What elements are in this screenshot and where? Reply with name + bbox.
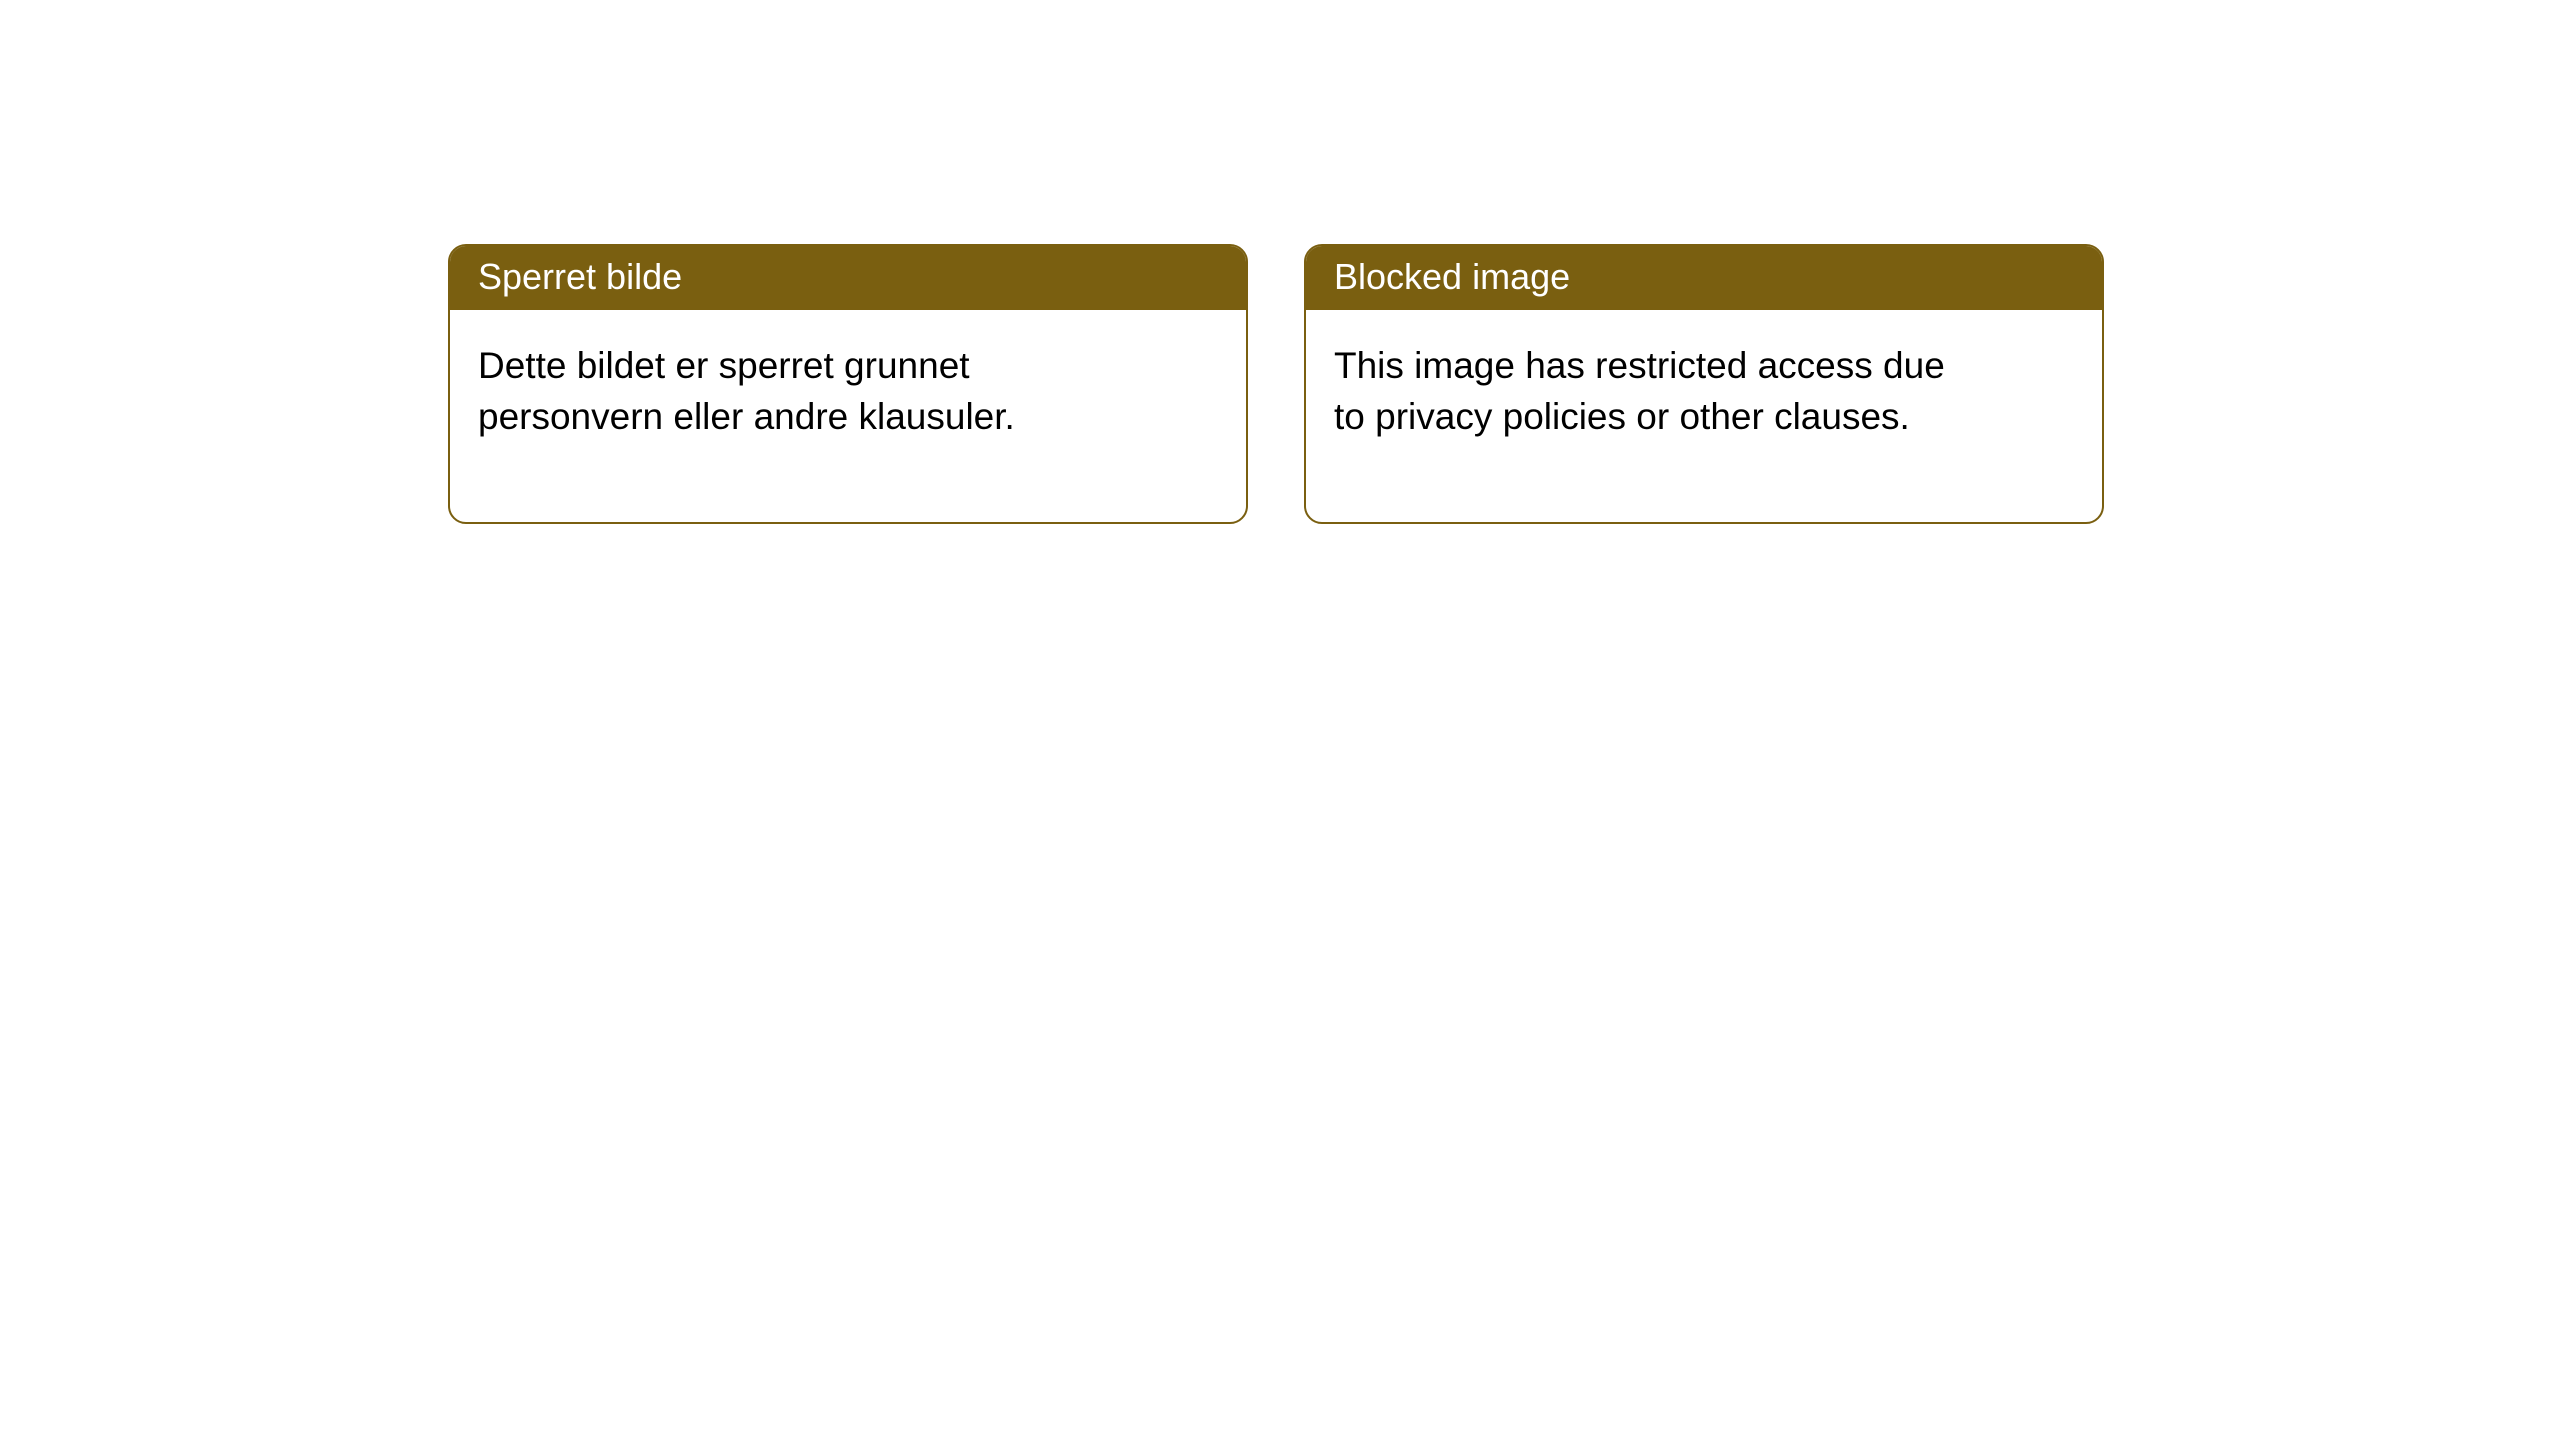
- notice-title: Sperret bilde: [478, 256, 682, 297]
- notice-card-norwegian: Sperret bilde Dette bildet er sperret gr…: [448, 244, 1248, 524]
- notice-card-english: Blocked image This image has restricted …: [1304, 244, 2104, 524]
- notice-message: Dette bildet er sperret grunnet personve…: [478, 340, 1118, 442]
- notice-container: Sperret bilde Dette bildet er sperret gr…: [0, 0, 2560, 524]
- notice-body: Dette bildet er sperret grunnet personve…: [450, 310, 1246, 522]
- notice-header: Blocked image: [1306, 246, 2102, 310]
- notice-header: Sperret bilde: [450, 246, 1246, 310]
- notice-body: This image has restricted access due to …: [1306, 310, 2102, 522]
- notice-message: This image has restricted access due to …: [1334, 340, 1974, 442]
- notice-title: Blocked image: [1334, 256, 1570, 297]
